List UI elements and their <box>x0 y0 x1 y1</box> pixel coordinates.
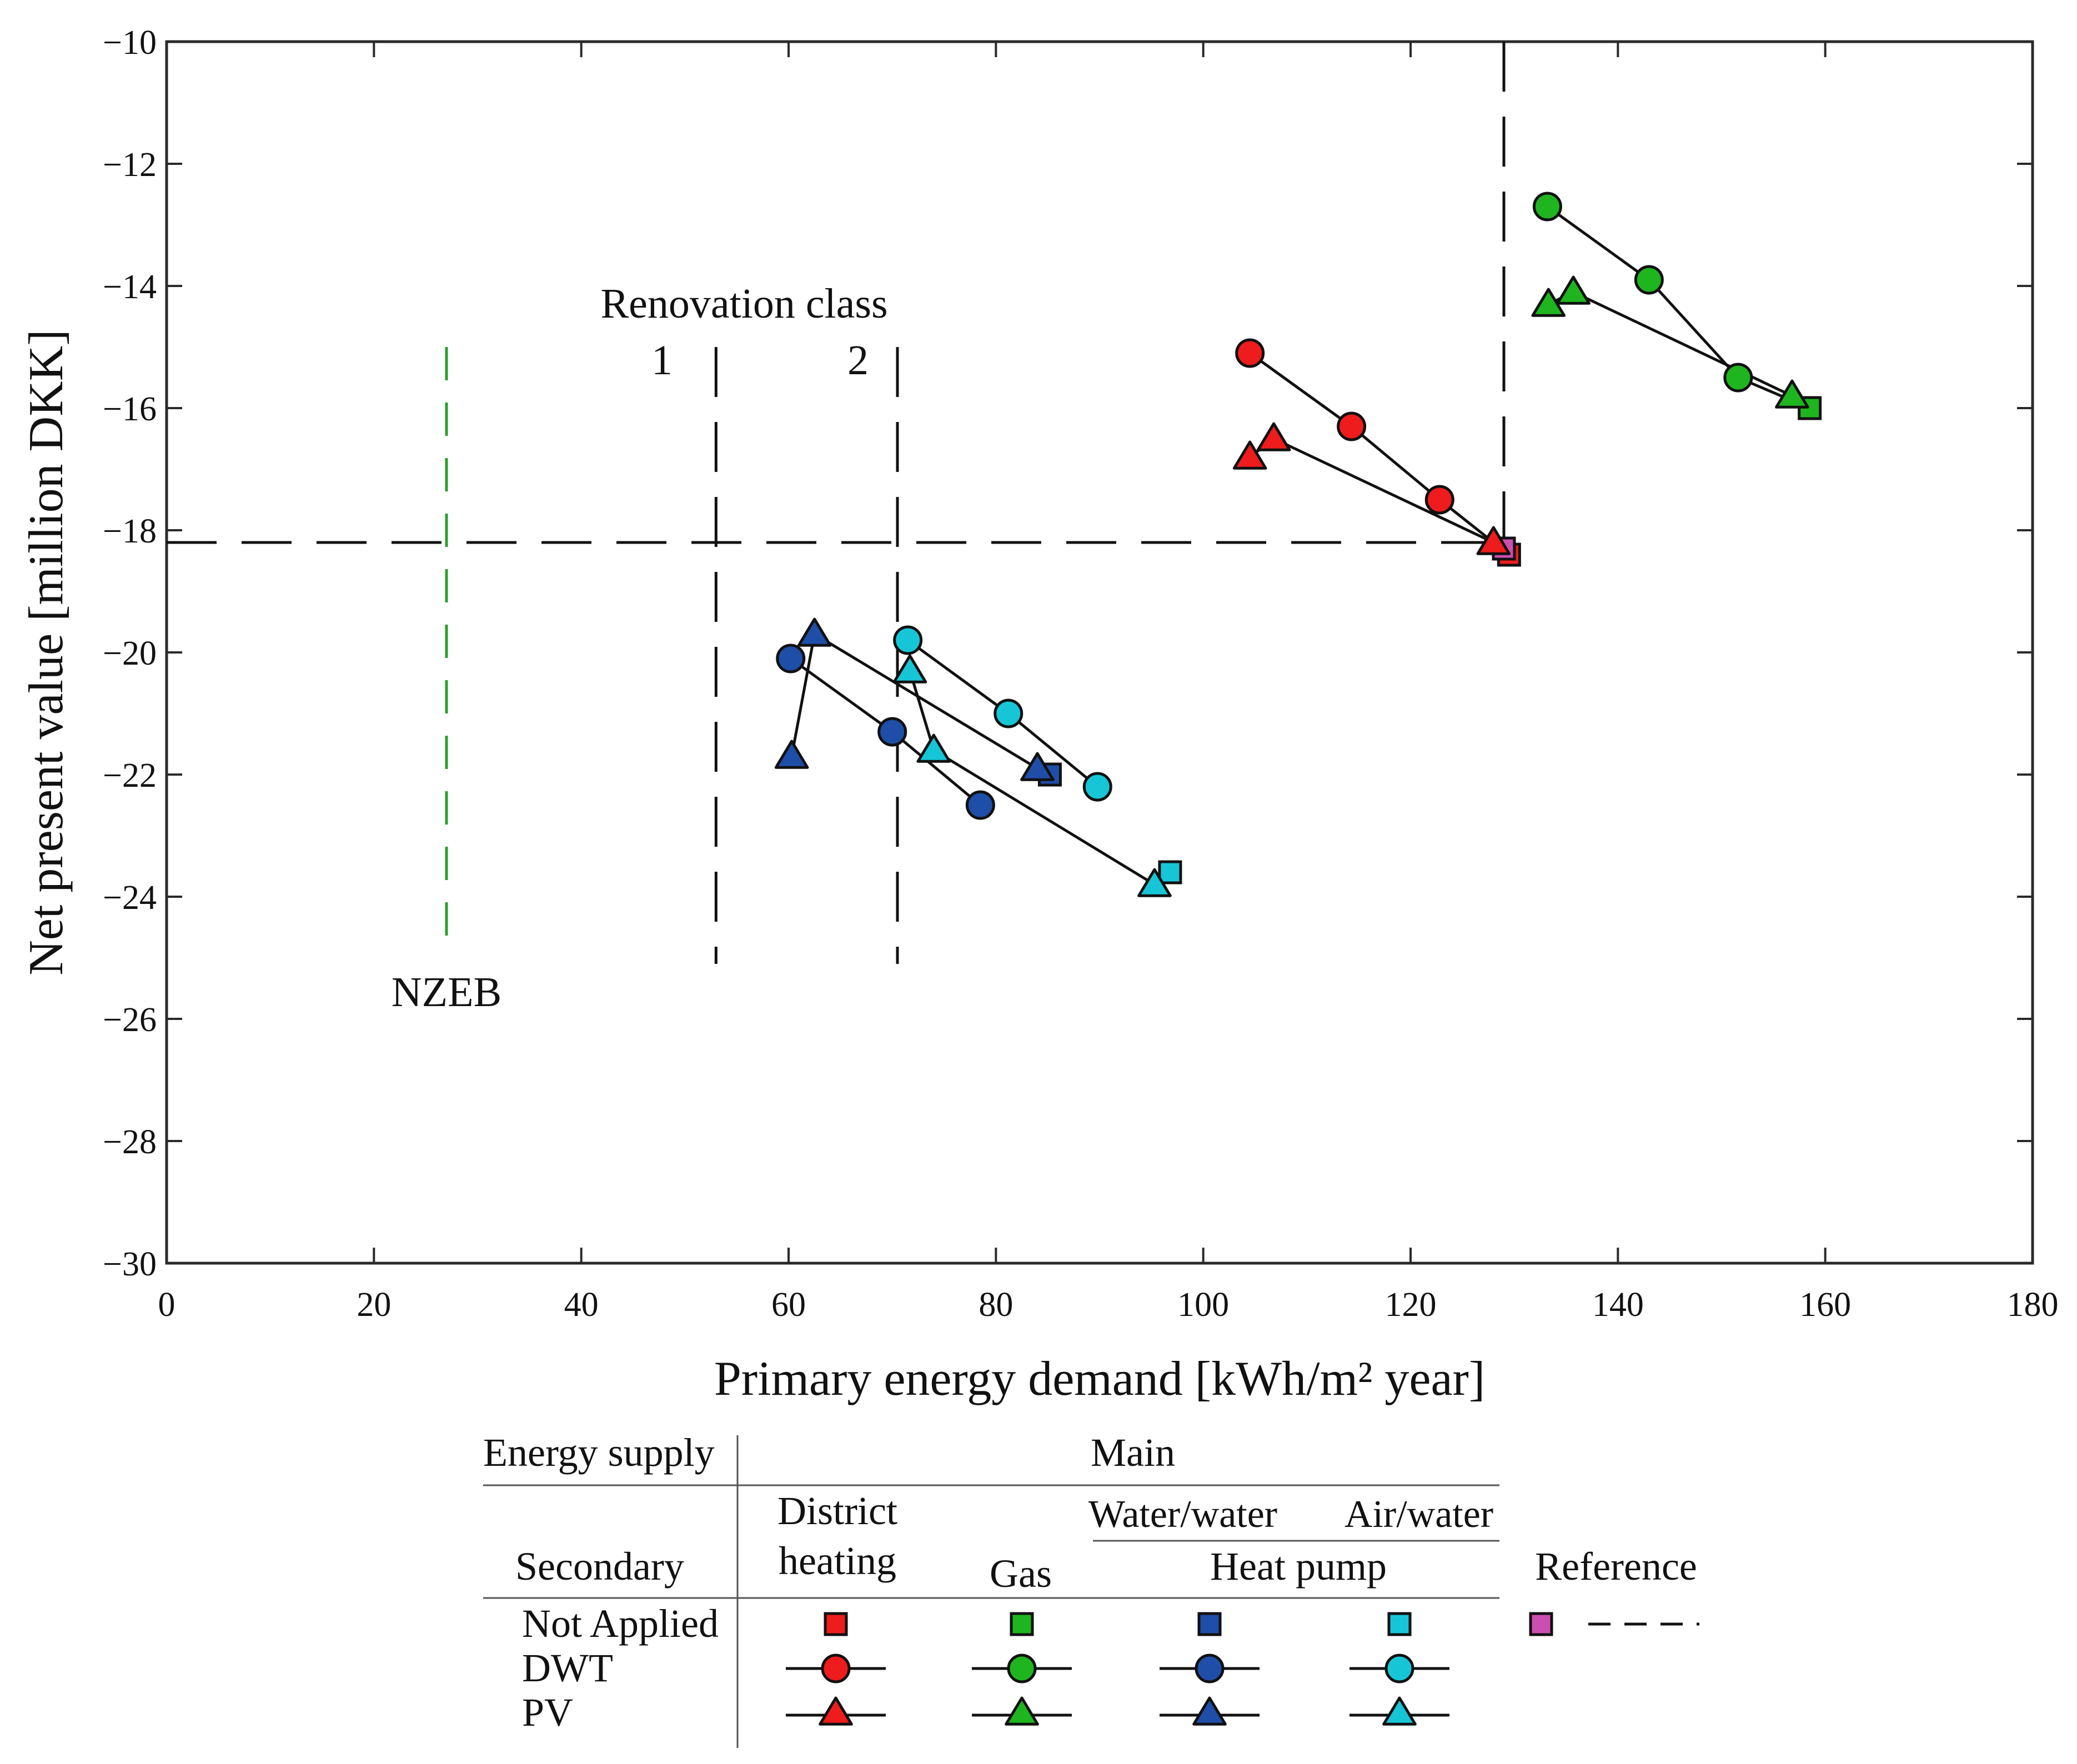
y-tick-label: −20 <box>103 635 157 672</box>
legend-row-not-applied: Not Applied <box>522 1601 719 1646</box>
y-tick-label: −10 <box>103 24 157 62</box>
data-point-district_heating-circle <box>1337 411 1367 441</box>
legend-triangle-water_water <box>1192 1696 1227 1726</box>
x-tick-label: 140 <box>1592 1286 1644 1324</box>
data-point-water_water-triangle <box>774 740 809 769</box>
data-point-district_heating-triangle <box>1476 526 1511 555</box>
data-point-gas-circle <box>1634 265 1664 295</box>
data-point-water_water-triangle <box>797 617 832 647</box>
renovation-class-label: Renovation class <box>600 280 887 327</box>
legend-circle-water_water <box>1195 1654 1225 1683</box>
legend-secondary: Secondary <box>515 1544 684 1589</box>
legend-symbols <box>786 1612 1699 1726</box>
axis-ticks <box>165 41 2034 1264</box>
y-tick-label: −12 <box>103 146 157 184</box>
x-tick-label: 60 <box>771 1286 806 1324</box>
y-tick-label: −22 <box>103 757 157 795</box>
nzeb-label: NZEB <box>392 969 501 1016</box>
legend-heat-pump: Heat pump <box>1210 1544 1387 1589</box>
data-point-air_water-square <box>1158 860 1182 884</box>
series-line-gas-circle <box>1546 205 1810 410</box>
renovation-class-2-label: 2 <box>847 337 869 384</box>
x-tick-label: 120 <box>1385 1286 1437 1324</box>
legend-reference: Reference <box>1535 1544 1697 1589</box>
data-point-air_water-circle <box>893 625 923 655</box>
x-tick-label: 0 <box>158 1286 175 1324</box>
data-point-air_water-triangle <box>892 654 927 684</box>
legend-triangle-air_water <box>1382 1696 1417 1726</box>
y-tick-label: −16 <box>103 390 157 428</box>
y-tick-label: −28 <box>103 1123 157 1161</box>
legend-air-water: Air/water <box>1344 1493 1493 1536</box>
legend-table: Energy supply Main Secondary District he… <box>483 1430 1699 1748</box>
legend-circle-air_water <box>1384 1654 1414 1683</box>
data-point-water_water-triangle <box>1020 752 1055 781</box>
data-point-water_water-circle <box>877 717 907 747</box>
legend-square-water_water <box>1197 1612 1222 1636</box>
data-point-water_water-circle <box>776 644 806 674</box>
plot-area <box>165 40 2034 1265</box>
legend-gas: Gas <box>990 1551 1052 1596</box>
data-point-gas-triangle <box>1531 288 1566 317</box>
data-point-district_heating-circle <box>1424 485 1454 515</box>
legend-energy-supply: Energy supply <box>483 1430 715 1475</box>
legend-main: Main <box>1091 1430 1175 1475</box>
reference-lines <box>167 42 1506 964</box>
data-point-gas-triangle <box>1556 275 1591 305</box>
legend-district-line2: heating <box>779 1539 896 1583</box>
x-tick-label: 80 <box>979 1286 1013 1324</box>
legend-triangle-gas <box>1005 1696 1039 1726</box>
axis-tick-labels: 0 20 40 60 80 100 120 140 160 180 −30 −28 −26 −24 −22 −… <box>103 24 2058 1324</box>
legend-square-district_heating <box>824 1612 848 1636</box>
data-point-air_water-triangle <box>1137 868 1172 897</box>
y-tick-label: −24 <box>103 879 157 917</box>
data-point-gas-circle <box>1723 363 1753 393</box>
legend-district-line1: District <box>777 1489 897 1533</box>
renovation-class-1-label: 1 <box>651 337 673 384</box>
legend-water-water: Water/water <box>1088 1493 1277 1536</box>
legend-circle-gas <box>1007 1654 1037 1683</box>
x-tick-label: 100 <box>1177 1286 1229 1324</box>
data-point-air_water-triangle <box>916 733 951 763</box>
y-tick-label: −30 <box>103 1245 157 1283</box>
data-point-air_water-circle <box>1082 772 1112 802</box>
y-tick-label: −18 <box>103 512 157 550</box>
data-point-air_water-circle <box>994 698 1024 728</box>
series-line-district_heating-circle <box>1249 351 1510 556</box>
y-tick-label: −26 <box>103 1001 157 1039</box>
x-tick-label: 40 <box>564 1286 599 1324</box>
legend-triangle-district_heating <box>819 1696 853 1726</box>
x-tick-label: 20 <box>357 1286 391 1324</box>
legend-square-reference <box>1529 1612 1553 1636</box>
data-point-gas-circle <box>1532 192 1562 222</box>
data-point-district_heating-triangle <box>1232 440 1267 470</box>
x-axis-label: Primary energy demand [kWh/m² year] <box>714 1352 1485 1406</box>
legend-square-gas <box>1010 1612 1034 1636</box>
legend-row-pv: PV <box>522 1690 573 1735</box>
legend-square-air_water <box>1387 1612 1412 1636</box>
data-point-district_heating-circle <box>1235 338 1265 368</box>
y-axis-label: Net present value [million DKK] <box>19 329 73 975</box>
y-tick-label: −14 <box>103 268 157 306</box>
x-tick-label: 180 <box>2007 1286 2059 1324</box>
x-tick-label: 160 <box>1799 1286 1851 1324</box>
data-point-water_water-circle <box>965 790 995 820</box>
legend-circle-district_heating <box>821 1654 851 1683</box>
legend-row-dwt: DWT <box>522 1646 613 1690</box>
series-markers <box>774 192 1822 897</box>
data-point-gas-triangle <box>1775 379 1809 409</box>
data-point-district_heating-triangle <box>1256 422 1291 451</box>
